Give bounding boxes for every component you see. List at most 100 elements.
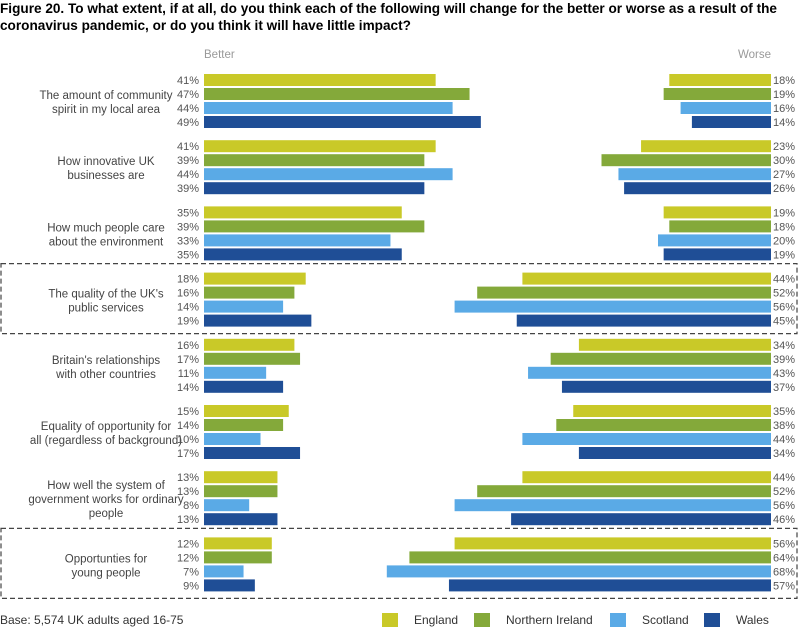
group-4-worse-label-scotland: 56% — [773, 302, 795, 314]
group-1-better-label-northern-ireland: 47% — [177, 89, 199, 101]
legend-label-wales: Wales — [736, 613, 769, 627]
group-6-label-line-2: all (regardless of background) — [30, 435, 182, 447]
group-6-worse-label-scotland: 44% — [773, 434, 795, 446]
group-4-worse-bar-northern-ireland — [477, 286, 771, 299]
group-4-highlight-box — [0, 263, 798, 335]
legend-label-england: England — [414, 613, 459, 627]
group-2-better-label-northern-ireland: 39% — [177, 155, 199, 167]
group-6-better-bar-wales — [204, 447, 301, 459]
group-3-worse-bar-england — [663, 206, 771, 219]
group-8-highlight-box — [0, 527, 798, 600]
group-2-better-bar-wales — [204, 182, 425, 195]
group-4-worse-bar-wales — [516, 314, 771, 327]
chart-title: Figure 20. To what extent, if at all, do… — [0, 1, 777, 33]
group-6-worse-label-england: 35% — [773, 406, 795, 418]
group-3-better-label-scotland: 33% — [177, 235, 199, 247]
group-6-better-label-england: 15% — [177, 406, 199, 418]
legend-label-scotland: Scotland — [642, 613, 689, 627]
group-6-better-bar-northern-ireland — [204, 419, 284, 431]
group-8-better-label-england: 12% — [177, 538, 199, 550]
group-6-label-line-1: Equality of opportunity for — [41, 421, 172, 433]
group-2-worse-label-england: 23% — [773, 141, 795, 153]
legend-item-northern-ireland: Northern Ireland — [474, 612, 593, 628]
group-8-better-label-northern-ireland: 12% — [177, 552, 199, 564]
group-8-worse-label-england: 56% — [773, 538, 795, 550]
group-1-worse-bar-england — [669, 74, 771, 86]
group-5-worse-bar-scotland — [528, 366, 771, 379]
group-3-worse-bar-wales — [663, 248, 771, 261]
group-5-better-bar-england — [204, 338, 295, 351]
group-6-better-bar-england — [204, 405, 289, 417]
group-4-better-bar-northern-ireland — [204, 286, 295, 299]
group-7-worse-label-england: 44% — [773, 472, 795, 484]
group-7-worse-bar-scotland — [454, 499, 771, 512]
group-3-worse-bar-scotland — [658, 234, 771, 247]
better-header: Better — [204, 49, 235, 61]
group-8-label-line-2: young people — [71, 567, 140, 579]
group-5-better-bar-northern-ireland — [204, 352, 301, 365]
group-5-better-label-wales: 14% — [177, 382, 199, 394]
group-7-worse-bar-wales — [511, 513, 771, 526]
group-7-better-label-wales: 13% — [177, 514, 199, 526]
group-5-worse-label-england: 34% — [773, 340, 795, 352]
group-4-better-label-northern-ireland: 16% — [177, 288, 199, 300]
group-4-label-line-2: public services — [68, 303, 144, 315]
legend-label-northern-ireland: Northern Ireland — [506, 613, 593, 627]
group-8-better-bar-scotland — [204, 565, 244, 578]
group-5-worse-bar-wales — [561, 380, 771, 393]
group-2-better-bar-england — [204, 140, 436, 153]
group-3-better-bar-england — [204, 206, 402, 219]
group-3-better-label-wales: 35% — [177, 249, 199, 261]
group-8-worse-label-scotland: 68% — [773, 566, 795, 578]
group-3-worse-label-scotland: 20% — [773, 235, 795, 247]
legend-item-england: England — [382, 612, 458, 628]
group-2-better-label-scotland: 44% — [177, 169, 199, 181]
group-4-worse-label-england: 44% — [773, 274, 795, 286]
group-1-better-bar-england — [204, 74, 436, 86]
group-1-better-label-wales: 49% — [177, 117, 199, 129]
group-4-worse-bar-england — [522, 272, 771, 285]
group-6-worse-bar-england — [573, 405, 771, 417]
group-6-better-label-scotland: 10% — [177, 434, 199, 446]
group-5-better-label-scotland: 11% — [178, 368, 199, 380]
group-3-better-bar-scotland — [204, 234, 391, 247]
group-3-worse-label-northern-ireland: 18% — [773, 221, 795, 233]
group-7-better-label-scotland: 8% — [183, 500, 199, 512]
group-7-better-label-northern-ireland: 13% — [177, 486, 199, 498]
legend-swatch-northern-ireland — [474, 613, 490, 627]
group-1-better-bar-wales — [204, 116, 481, 128]
group-2-better-bar-scotland — [204, 168, 453, 181]
group-8-worse-bar-northern-ireland — [409, 551, 771, 564]
group-1-worse-label-northern-ireland: 19% — [773, 89, 795, 101]
group-8-better-bar-northern-ireland — [204, 551, 272, 564]
group-8-worse-bar-england — [454, 537, 771, 550]
group-8-better-bar-england — [204, 537, 272, 550]
group-1-worse-bar-scotland — [680, 102, 771, 114]
group-2-worse-label-scotland: 27% — [773, 169, 795, 181]
group-5-worse-bar-northern-ireland — [550, 352, 771, 365]
group-8-worse-label-wales: 57% — [773, 580, 795, 592]
group-2-label-line-1: How innovative UK — [57, 156, 154, 168]
group-1-worse-bar-northern-ireland — [663, 88, 771, 100]
group-4-worse-label-northern-ireland: 52% — [773, 288, 795, 300]
group-1-better-bar-northern-ireland — [204, 88, 470, 100]
group-1-label-line-2: spirit in my local area — [52, 104, 161, 116]
group-6-better-bar-scotland — [204, 433, 261, 445]
group-6-worse-bar-northern-ireland — [556, 419, 771, 431]
group-4-worse-bar-scotland — [454, 300, 771, 313]
group-5-worse-label-wales: 37% — [773, 382, 795, 394]
group-8-worse-bar-wales — [448, 579, 771, 592]
group-7-better-label-england: 13% — [177, 472, 199, 484]
worse-header: Worse — [738, 49, 771, 61]
legend-swatch-england — [382, 613, 398, 627]
group-2-worse-bar-scotland — [618, 168, 771, 181]
group-7-worse-label-scotland: 56% — [773, 500, 795, 512]
group-4-better-bar-wales — [204, 314, 312, 327]
group-2-worse-bar-wales — [624, 182, 771, 195]
group-1-worse-label-wales: 14% — [773, 117, 795, 129]
group-7-worse-label-wales: 46% — [773, 514, 795, 526]
base-note: Base: 5,574 UK adults aged 16-75 — [0, 613, 184, 627]
group-7-better-bar-northern-ireland — [204, 485, 278, 498]
group-7-label-line-2: government works for ordinary — [28, 494, 184, 506]
